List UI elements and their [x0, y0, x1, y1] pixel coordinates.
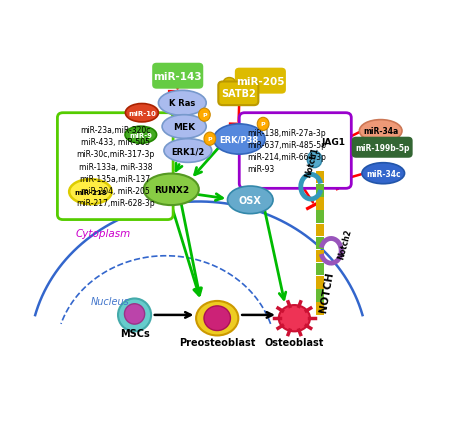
Text: ERK/P38: ERK/P38: [219, 135, 259, 144]
Text: P: P: [208, 137, 212, 142]
Ellipse shape: [196, 301, 238, 336]
Ellipse shape: [125, 127, 156, 144]
Ellipse shape: [125, 304, 145, 324]
Text: Notch2: Notch2: [337, 227, 353, 260]
Bar: [316, 198, 325, 210]
Text: MSCs: MSCs: [119, 328, 149, 339]
Ellipse shape: [228, 187, 273, 214]
Bar: [316, 237, 325, 250]
FancyBboxPatch shape: [239, 113, 351, 189]
FancyBboxPatch shape: [152, 63, 203, 89]
Text: RUNX2: RUNX2: [154, 185, 189, 194]
Text: K Ras: K Ras: [169, 99, 195, 108]
Ellipse shape: [69, 180, 112, 204]
Ellipse shape: [204, 306, 230, 331]
Text: miR-10: miR-10: [128, 110, 156, 116]
Text: miR-143: miR-143: [154, 72, 202, 81]
Text: miR-34a: miR-34a: [363, 127, 398, 136]
Bar: [316, 184, 325, 197]
Ellipse shape: [307, 152, 322, 168]
Text: Nucleus: Nucleus: [91, 296, 129, 306]
Text: miR-199b-5p: miR-199b-5p: [355, 144, 410, 153]
Ellipse shape: [362, 163, 405, 184]
FancyBboxPatch shape: [235, 69, 286, 95]
Text: miR-34c: miR-34c: [366, 169, 401, 178]
Text: ERK1/2: ERK1/2: [171, 147, 204, 155]
Bar: [316, 290, 325, 302]
Bar: [316, 276, 325, 289]
Bar: [316, 224, 325, 236]
Ellipse shape: [213, 124, 265, 155]
Text: miR-23a,miR-320c
miR-433, miR-505
miR-30c,miR-317-3p
miR-133a, miR-338
miR-135a,: miR-23a,miR-320c miR-433, miR-505 miR-30…: [76, 126, 155, 207]
Ellipse shape: [359, 120, 402, 143]
Ellipse shape: [199, 109, 210, 122]
Bar: [316, 303, 325, 315]
Text: JAG1: JAG1: [322, 138, 346, 147]
Text: miR-138,miR-27a-3p
miR-637,miR-485-5p
miR-214,miR-664-3p
miR-93: miR-138,miR-27a-3p miR-637,miR-485-5p mi…: [248, 129, 327, 174]
Bar: [316, 172, 325, 184]
Ellipse shape: [125, 104, 158, 123]
Text: P: P: [202, 113, 207, 118]
Ellipse shape: [162, 115, 206, 139]
Text: Cytoplasm: Cytoplasm: [76, 228, 131, 239]
Text: P: P: [261, 122, 265, 127]
Ellipse shape: [257, 118, 269, 131]
Text: NOTCH: NOTCH: [319, 270, 336, 312]
FancyBboxPatch shape: [219, 82, 258, 106]
Ellipse shape: [158, 91, 206, 116]
Text: Notch1: Notch1: [303, 147, 320, 178]
Bar: [316, 211, 325, 223]
Text: Preosteoblast: Preosteoblast: [179, 337, 255, 347]
Ellipse shape: [223, 78, 235, 87]
Text: miR-205: miR-205: [236, 77, 284, 86]
Ellipse shape: [279, 305, 310, 331]
Text: SATB2: SATB2: [221, 89, 255, 99]
Text: miR-218: miR-218: [74, 189, 107, 195]
Text: miR-9: miR-9: [129, 132, 152, 138]
Text: Osteoblast: Osteoblast: [264, 337, 324, 347]
Text: MEK: MEK: [173, 123, 195, 132]
Ellipse shape: [164, 139, 212, 163]
FancyBboxPatch shape: [57, 113, 173, 220]
Ellipse shape: [144, 174, 199, 206]
Ellipse shape: [118, 299, 151, 331]
Ellipse shape: [204, 133, 216, 146]
FancyBboxPatch shape: [352, 138, 413, 158]
Bar: [316, 263, 325, 276]
Bar: [316, 250, 325, 263]
Text: OSX: OSX: [239, 196, 262, 205]
